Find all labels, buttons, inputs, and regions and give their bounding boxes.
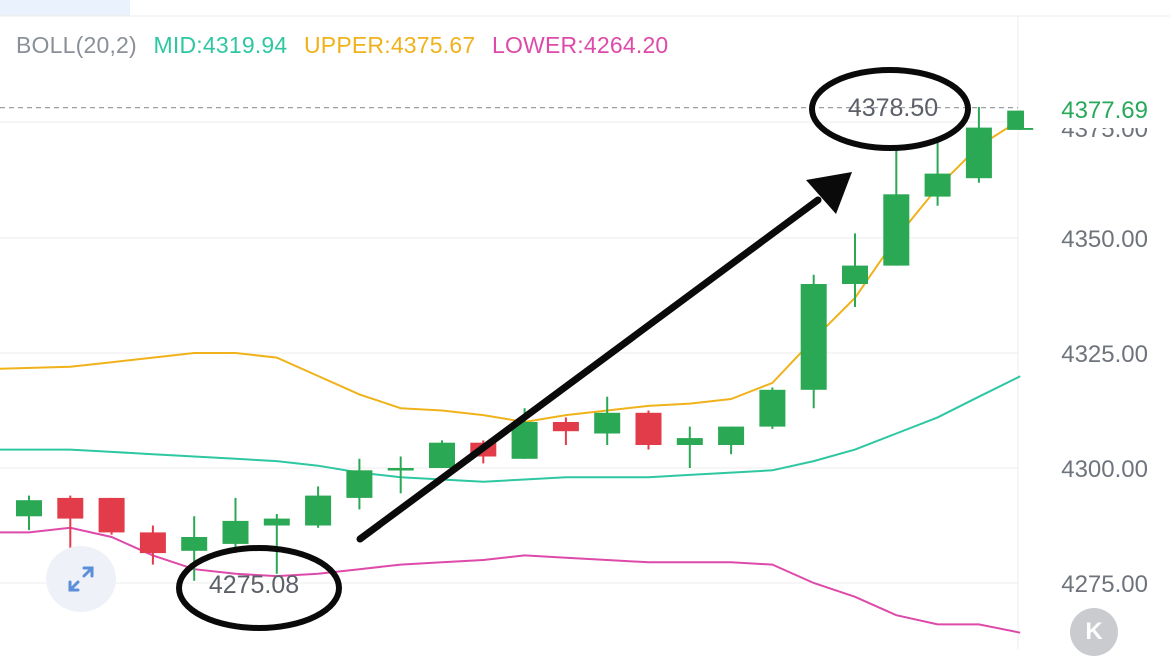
top-tab-indicator[interactable] (0, 0, 130, 16)
expand-arrows-icon (68, 566, 94, 592)
high-circle (809, 67, 971, 151)
candle (181, 516, 208, 581)
high-price-label: 4378.50 (848, 94, 938, 122)
candle-body (346, 470, 373, 498)
grid-lines (0, 15, 1170, 649)
candle (387, 456, 414, 494)
boll-name: BOLL(20,2) (16, 32, 137, 58)
candle-body (883, 194, 910, 266)
y-tick-label: 4325.00 (1061, 341, 1148, 368)
boll-mid-value: MID:4319.94 (153, 32, 288, 58)
candle (924, 136, 951, 206)
candle-body (552, 422, 579, 432)
candle-body (635, 412, 662, 445)
candle (263, 514, 290, 574)
candle (16, 495, 42, 531)
candle (57, 495, 84, 551)
candle-body (305, 495, 332, 526)
expand-button[interactable] (46, 546, 116, 612)
candle-body (222, 520, 249, 544)
boll-lower-value: LOWER:4264.20 (491, 32, 669, 58)
candle-body (718, 426, 745, 445)
boll-mid-line (0, 375, 1021, 483)
candle (222, 497, 249, 554)
candle-body (842, 265, 868, 284)
candle-body (511, 422, 538, 459)
candle-body (676, 438, 703, 445)
boll-legend: BOLL(20,2) MID:4319.94 UPPER:4375.67 LOW… (16, 32, 678, 59)
candle (429, 440, 455, 468)
y-tick-label: 4275.00 (1061, 571, 1148, 598)
candle-body (16, 500, 42, 517)
candles (16, 106, 1034, 581)
last-price-tag: 4377.69 (1024, 94, 1170, 128)
candle (346, 458, 373, 510)
candle-body (387, 468, 414, 471)
boll-upper-value: UPPER:4375.67 (303, 32, 476, 58)
candle (800, 274, 827, 409)
candle-body (57, 497, 84, 519)
candle (965, 106, 992, 183)
candle-body (139, 532, 166, 554)
candle-body (759, 389, 786, 427)
candle (594, 396, 621, 445)
candle (511, 408, 538, 459)
candle (718, 426, 745, 455)
candle (759, 387, 786, 429)
low-price-label: 4275.08 (209, 571, 299, 599)
candle-body (98, 497, 125, 533)
candle (842, 233, 868, 307)
candle (305, 486, 332, 528)
drawn-annotations: 4378.50 4275.08 (176, 67, 971, 631)
trend-arrow-head (806, 172, 852, 214)
candle (98, 497, 125, 535)
candle-body (800, 284, 827, 390)
candle-body (924, 173, 951, 197)
candle-body (429, 442, 455, 468)
candle (552, 417, 579, 445)
candle-body (263, 518, 290, 526)
candle (635, 410, 662, 450)
trend-arrow-line (356, 196, 822, 543)
k-button[interactable]: K (1070, 608, 1118, 656)
candle (676, 426, 703, 468)
candle (883, 146, 910, 266)
candle-body (181, 537, 208, 551)
candle-body (965, 127, 992, 179)
y-tick-label: 4350.00 (1061, 226, 1148, 253)
low-circle (176, 545, 342, 631)
y-tick-label: 4300.00 (1061, 456, 1148, 483)
candle (139, 525, 166, 565)
candle-body (594, 412, 621, 434)
boll-lower-line (0, 526, 1021, 634)
